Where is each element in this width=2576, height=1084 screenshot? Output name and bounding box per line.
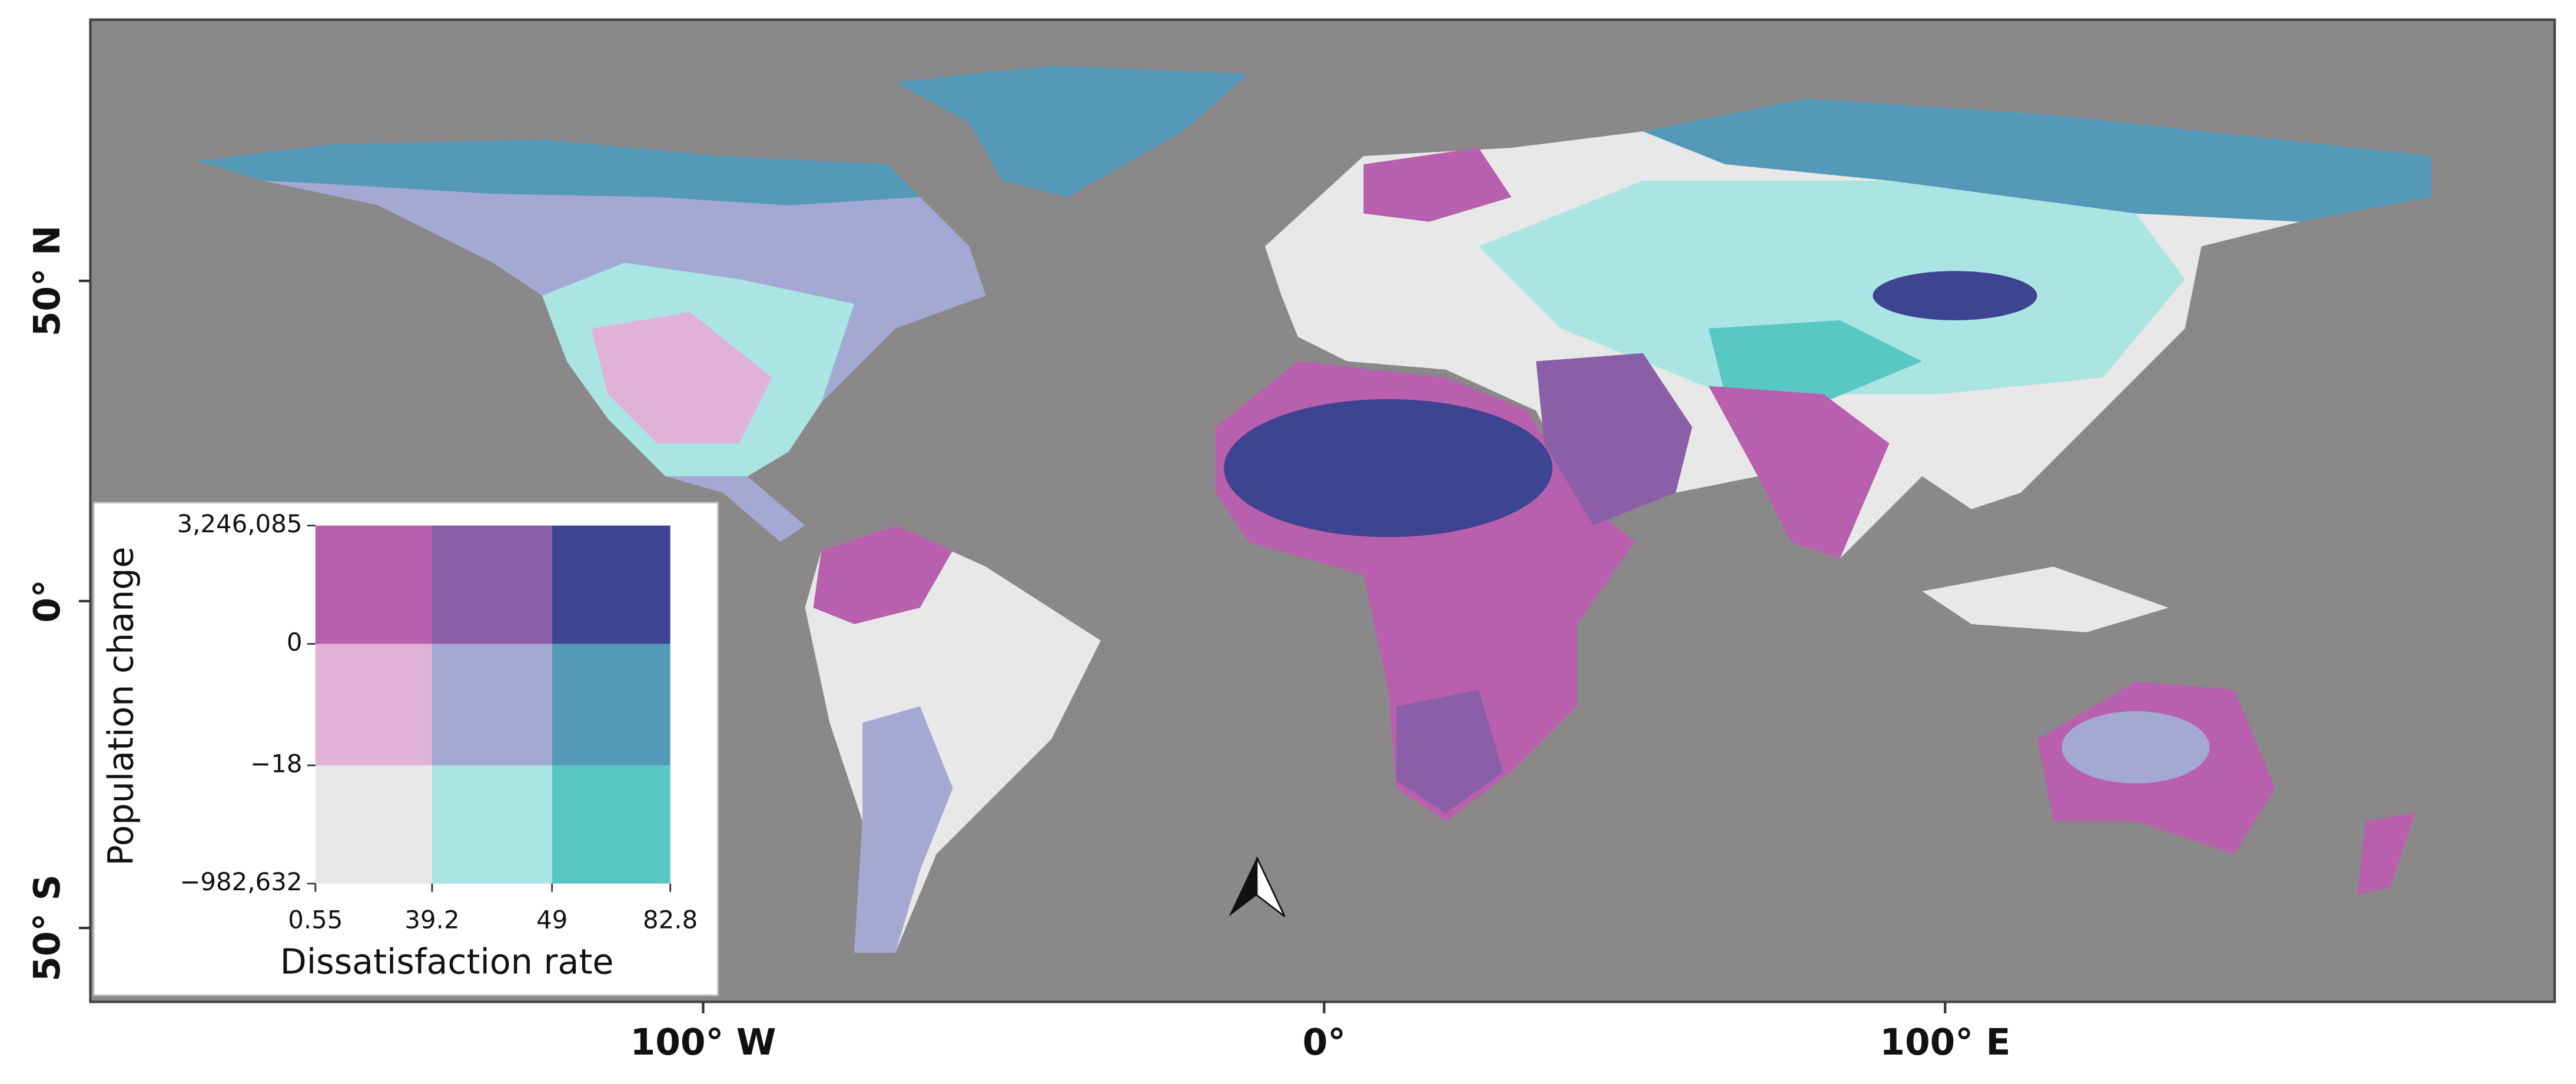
indonesia [1922, 566, 2169, 632]
legend-x-label: 82.8 [643, 905, 698, 934]
usa-central [591, 311, 772, 444]
south-america-north [813, 525, 953, 624]
greenland [895, 65, 1249, 197]
land [197, 65, 2432, 953]
legend-x-label: 39.2 [404, 905, 459, 934]
lat-label: 50° N [26, 226, 68, 337]
lat-label: 0° [26, 579, 68, 622]
siberia-north [1642, 98, 2432, 222]
legend: 0.55 39.2 49 82.8 3,246,085 0 −18 −982,632 [177, 509, 698, 934]
australia-interior [2062, 711, 2210, 784]
legend-cell [315, 525, 432, 644]
legend-cell [315, 644, 432, 765]
lon-label: 0° [1303, 1022, 1346, 1063]
legend-y-label: 0 [287, 628, 303, 657]
legend-cell [315, 765, 432, 884]
legend-y-label: −18 [250, 749, 302, 778]
central-asia [1708, 320, 1923, 403]
sahara [1224, 399, 1553, 538]
lon-label: 100° E [1880, 1022, 2010, 1063]
lat-label: 50° S [26, 874, 68, 982]
middle-east [1536, 353, 1692, 526]
legend-x-title: Dissatisfaction rate [280, 942, 614, 982]
legend-cell [431, 765, 552, 884]
legend-x-label: 49 [536, 905, 567, 934]
india [1708, 386, 1890, 559]
lon-label: 100° W [630, 1022, 776, 1063]
legend-x-label: 0.55 [288, 905, 343, 934]
axes: 50° N 0° 50° S 100° W 0° 100° E [26, 226, 2011, 1064]
canada-north [197, 140, 920, 205]
southern-africa [1396, 689, 1503, 813]
andes [854, 706, 953, 953]
legend-y-label: 3,246,085 [177, 509, 302, 538]
legend-cell [552, 765, 670, 884]
legend-y-label: −982,632 [180, 867, 302, 896]
legend-cell [552, 644, 670, 765]
mongolia [1873, 271, 2037, 320]
scandinavia [1363, 148, 1512, 222]
legend-cell [552, 525, 670, 644]
siberia [1478, 180, 2185, 395]
legend-cell [431, 644, 552, 765]
new-zealand [2357, 813, 2415, 896]
north-arrow-right [1256, 857, 1286, 917]
legend-cell [431, 525, 552, 644]
legend-y-title: Population change [101, 547, 141, 866]
